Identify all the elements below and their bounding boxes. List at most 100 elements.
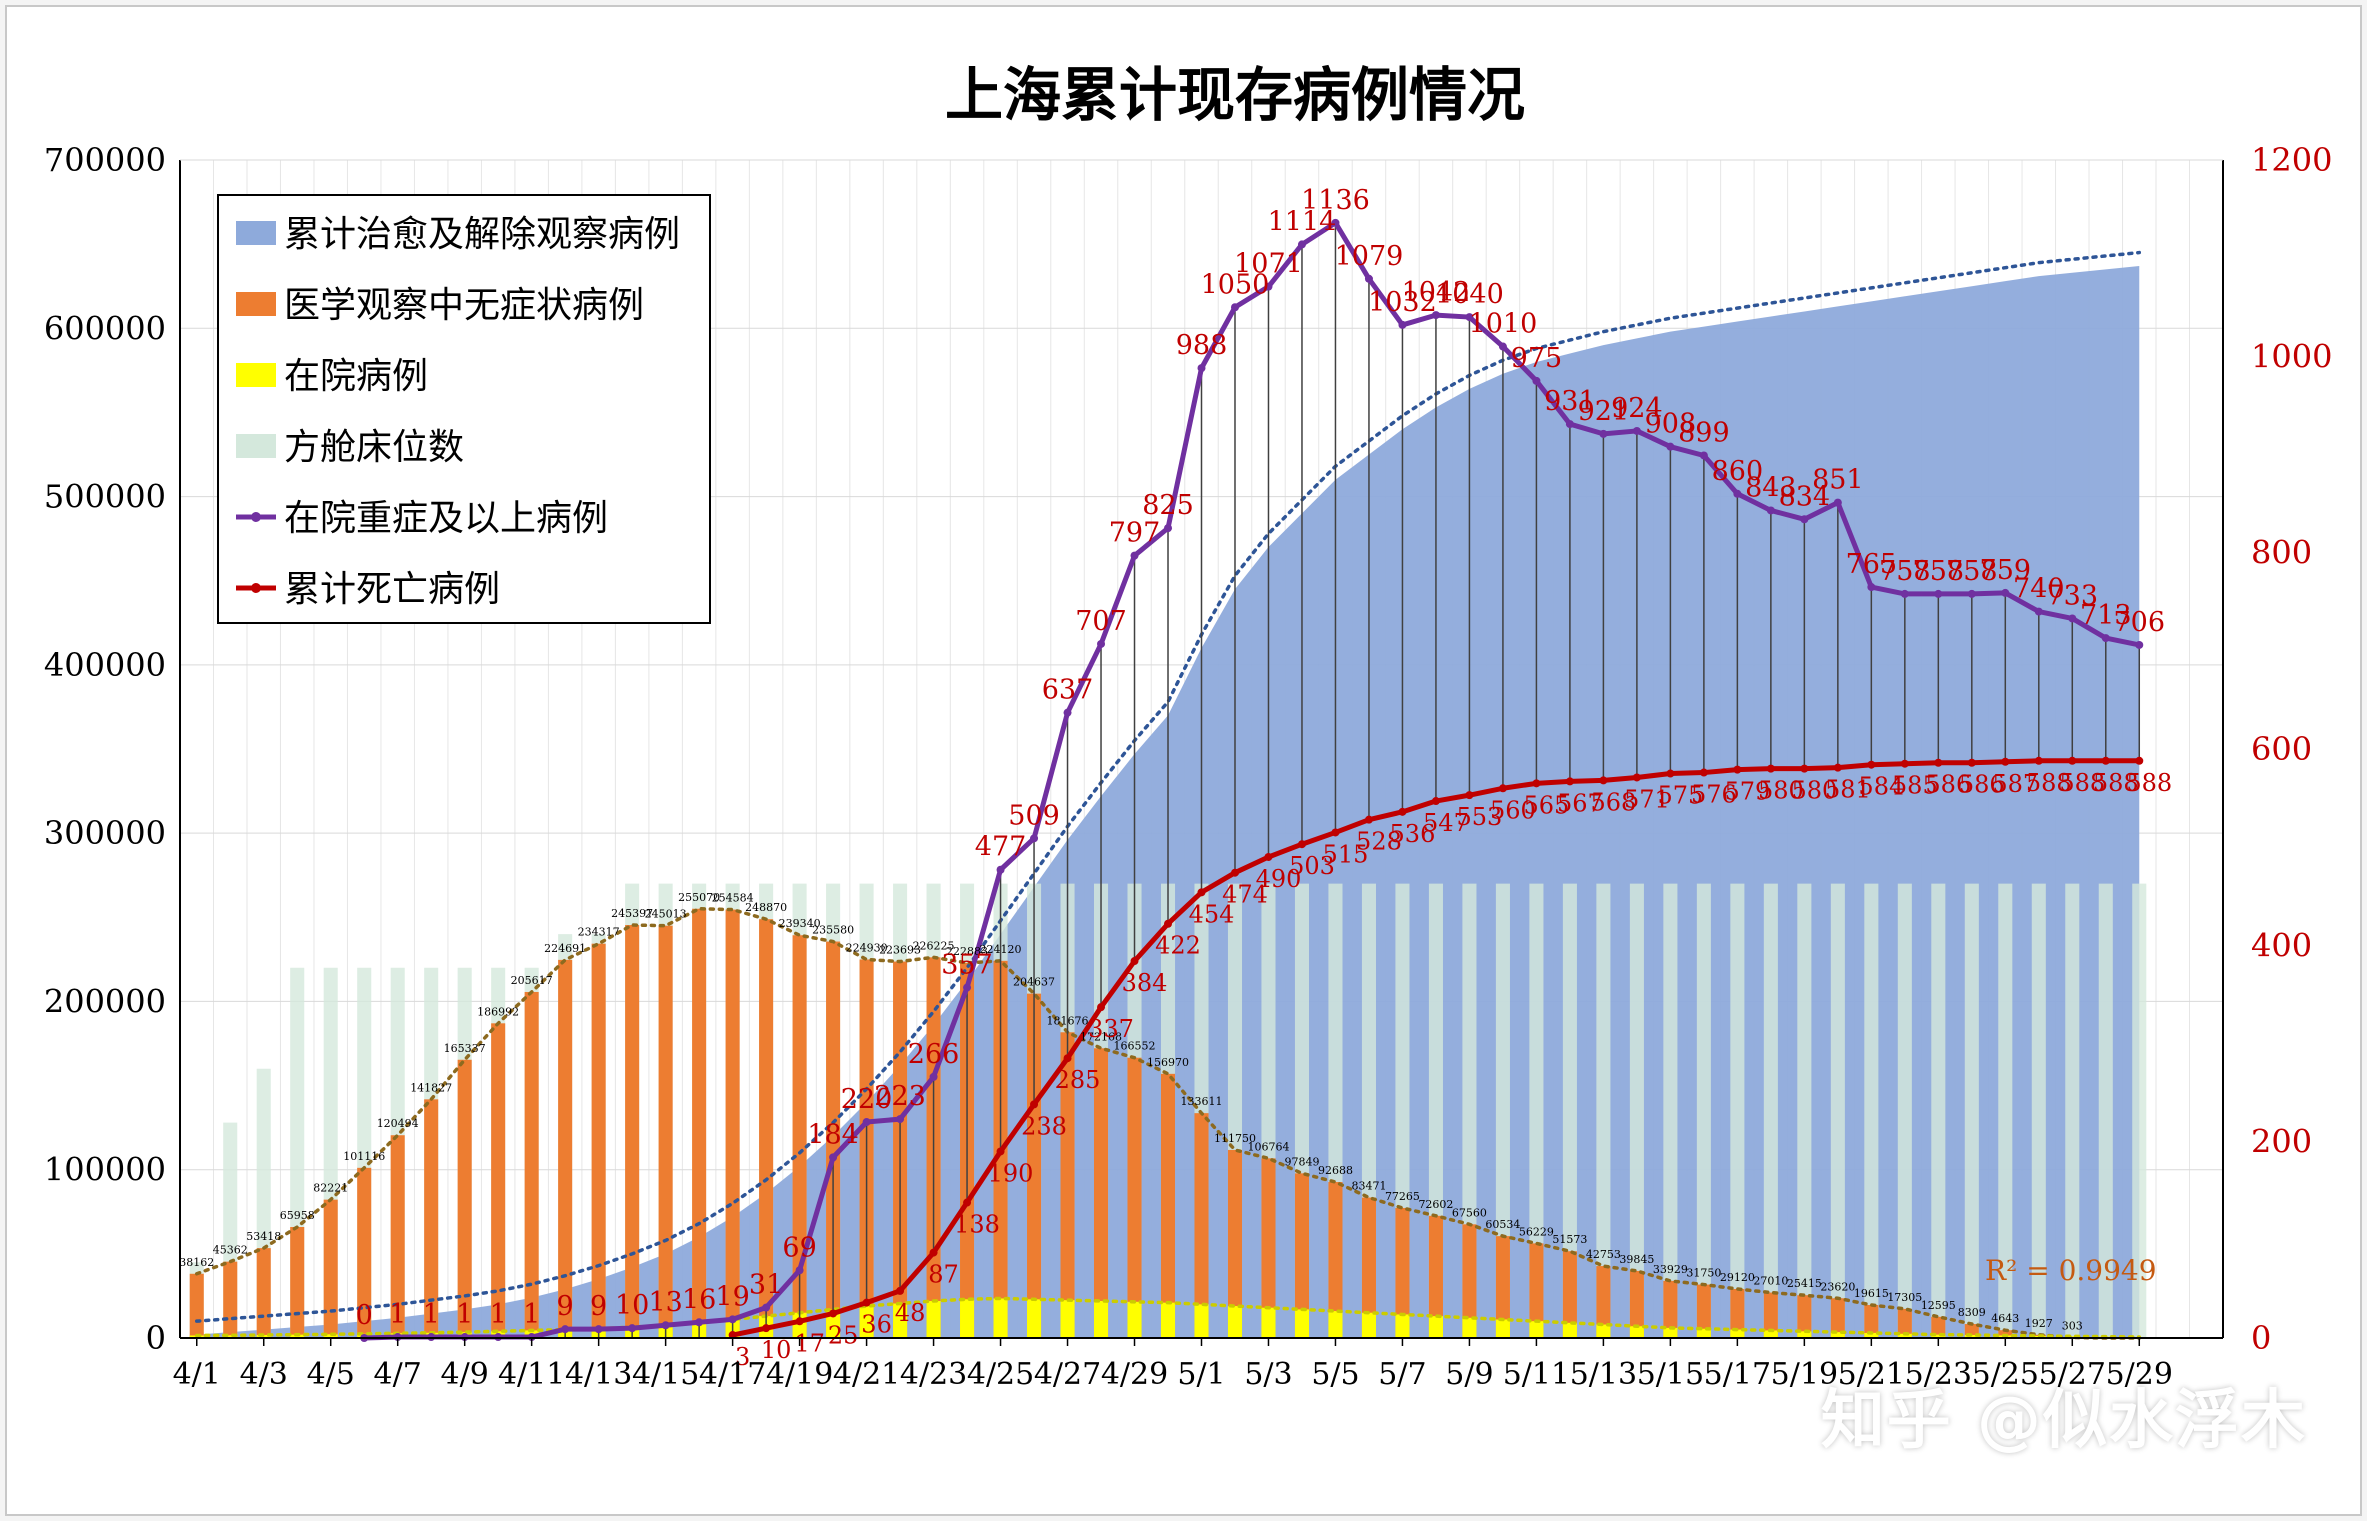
label-severe: 1: [490, 1299, 507, 1330]
point-deaths: [1833, 763, 1842, 772]
label-deaths: 422: [1155, 932, 1201, 960]
label-deaths: 190: [988, 1159, 1034, 1187]
point-severe: [1230, 303, 1239, 312]
bar-asymptomatic: [658, 925, 673, 1338]
y-left-tick-label: 700000: [44, 141, 166, 179]
x-tick-label: 4/27: [1034, 1357, 1101, 1392]
label-severe: 16: [682, 1284, 716, 1315]
label-deaths: 584: [1858, 773, 1904, 801]
bar-fangcang-beds: [1562, 883, 1577, 1338]
label-severe: 69: [782, 1232, 816, 1263]
label-asymptomatic: 224120: [980, 943, 1022, 956]
point-deaths: [929, 1248, 938, 1257]
label-asymptomatic: 82221: [313, 1182, 348, 1195]
bar-in-hospital: [1897, 1333, 1912, 1338]
legend-swatch: [236, 434, 276, 458]
bar-asymptomatic: [1395, 1207, 1410, 1338]
label-asymptomatic: 156970: [1147, 1056, 1189, 1069]
label-severe: 851: [1812, 465, 1864, 496]
point-severe: [829, 1153, 838, 1162]
bar-asymptomatic: [1261, 1158, 1276, 1338]
label-asymptomatic: 42753: [1586, 1248, 1621, 1261]
point-severe: [661, 1321, 670, 1330]
label-deaths: 490: [1256, 865, 1302, 893]
label-asymptomatic: 303: [2062, 1319, 2083, 1332]
point-severe: [1364, 274, 1373, 283]
label-severe: 0: [356, 1300, 373, 1331]
x-tick-label: 5/11: [1503, 1357, 1570, 1392]
bar-asymptomatic: [1663, 1280, 1678, 1338]
point-severe: [1800, 515, 1809, 524]
x-tick-label: 4/29: [1101, 1357, 1168, 1392]
label-asymptomatic: 53418: [246, 1230, 281, 1243]
label-deaths: 581: [1825, 776, 1871, 804]
label-asymptomatic: 223693: [879, 944, 921, 957]
label-asymptomatic: 166552: [1114, 1040, 1156, 1053]
point-deaths: [795, 1317, 804, 1326]
point-deaths: [1164, 919, 1173, 928]
label-severe: 758: [1879, 556, 1931, 587]
point-severe: [1900, 589, 1909, 598]
label-deaths: 587: [1992, 770, 2038, 798]
legend-label: 累计死亡病例: [284, 569, 500, 610]
point-deaths: [1498, 784, 1507, 793]
bar-in-hospital: [1562, 1322, 1577, 1338]
bar-in-hospital: [1797, 1331, 1812, 1338]
y-right-tick-label: 800: [2251, 534, 2312, 572]
label-asymptomatic: 33929: [1653, 1263, 1688, 1276]
label-asymptomatic: 101116: [343, 1150, 385, 1163]
y-left-tick-label: 0: [146, 1319, 166, 1357]
point-deaths: [1431, 797, 1440, 806]
bar-fangcang-beds: [1964, 883, 1979, 1338]
label-deaths: 503: [1289, 852, 1335, 880]
label-severe: 184: [807, 1119, 859, 1150]
label-asymptomatic: 1927: [2025, 1317, 2053, 1330]
label-deaths: 568: [1590, 788, 1636, 816]
bar-in-hospital: [1361, 1312, 1376, 1338]
point-severe: [1197, 364, 1206, 373]
y-left-tick-label: 300000: [44, 814, 166, 852]
y-left-tick-label: 600000: [44, 309, 166, 347]
point-deaths: [1900, 759, 1909, 768]
bar-asymptomatic: [1294, 1173, 1310, 1338]
bar-asymptomatic: [290, 1227, 305, 1338]
y-right-tick-label: 200: [2251, 1123, 2312, 1161]
watermark: 知乎 @似水浮木: [1820, 1384, 2307, 1458]
y-right-tick-label: 1000: [2251, 337, 2332, 375]
label-severe: 713: [2080, 600, 2132, 631]
label-severe: 759: [1980, 555, 2032, 586]
label-severe: 1079: [1335, 241, 1404, 272]
label-asymptomatic: 77265: [1385, 1190, 1420, 1203]
label-severe: 707: [1075, 606, 1127, 637]
bar-asymptomatic: [1328, 1182, 1343, 1338]
label-asymptomatic: 234317: [578, 926, 620, 939]
point-severe: [695, 1318, 704, 1327]
chart-title: 上海累计现存病例情况: [945, 61, 1525, 129]
label-asymptomatic: 120494: [377, 1117, 419, 1130]
point-severe: [896, 1115, 905, 1124]
bar-asymptomatic: [792, 935, 807, 1338]
label-severe: 706: [2113, 607, 2165, 638]
point-severe: [2068, 614, 2077, 623]
x-tick-label: 4/21: [833, 1357, 900, 1392]
x-tick-label: 4/19: [766, 1357, 833, 1392]
point-severe: [1867, 583, 1876, 592]
bar-asymptomatic: [1361, 1197, 1376, 1338]
label-severe: 223: [874, 1081, 926, 1112]
point-deaths: [1766, 764, 1775, 773]
label-severe: 1040: [1435, 279, 1504, 310]
label-asymptomatic: 25415: [1787, 1277, 1822, 1290]
point-severe: [1264, 282, 1273, 291]
y-right-tick-label: 400: [2251, 926, 2312, 964]
point-severe: [594, 1325, 603, 1334]
point-severe: [1532, 376, 1541, 385]
label-severe: 931: [1544, 386, 1596, 417]
bar-asymptomatic: [558, 959, 573, 1338]
bar-fangcang-beds: [1629, 883, 1644, 1338]
x-tick-label: 5/29: [2106, 1357, 2173, 1392]
point-severe: [1666, 442, 1675, 451]
bar-fangcang-beds: [1529, 883, 1544, 1338]
point-deaths: [1030, 1100, 1039, 1109]
label-deaths: 384: [1122, 969, 1168, 997]
label-asymptomatic: 45362: [213, 1244, 248, 1257]
